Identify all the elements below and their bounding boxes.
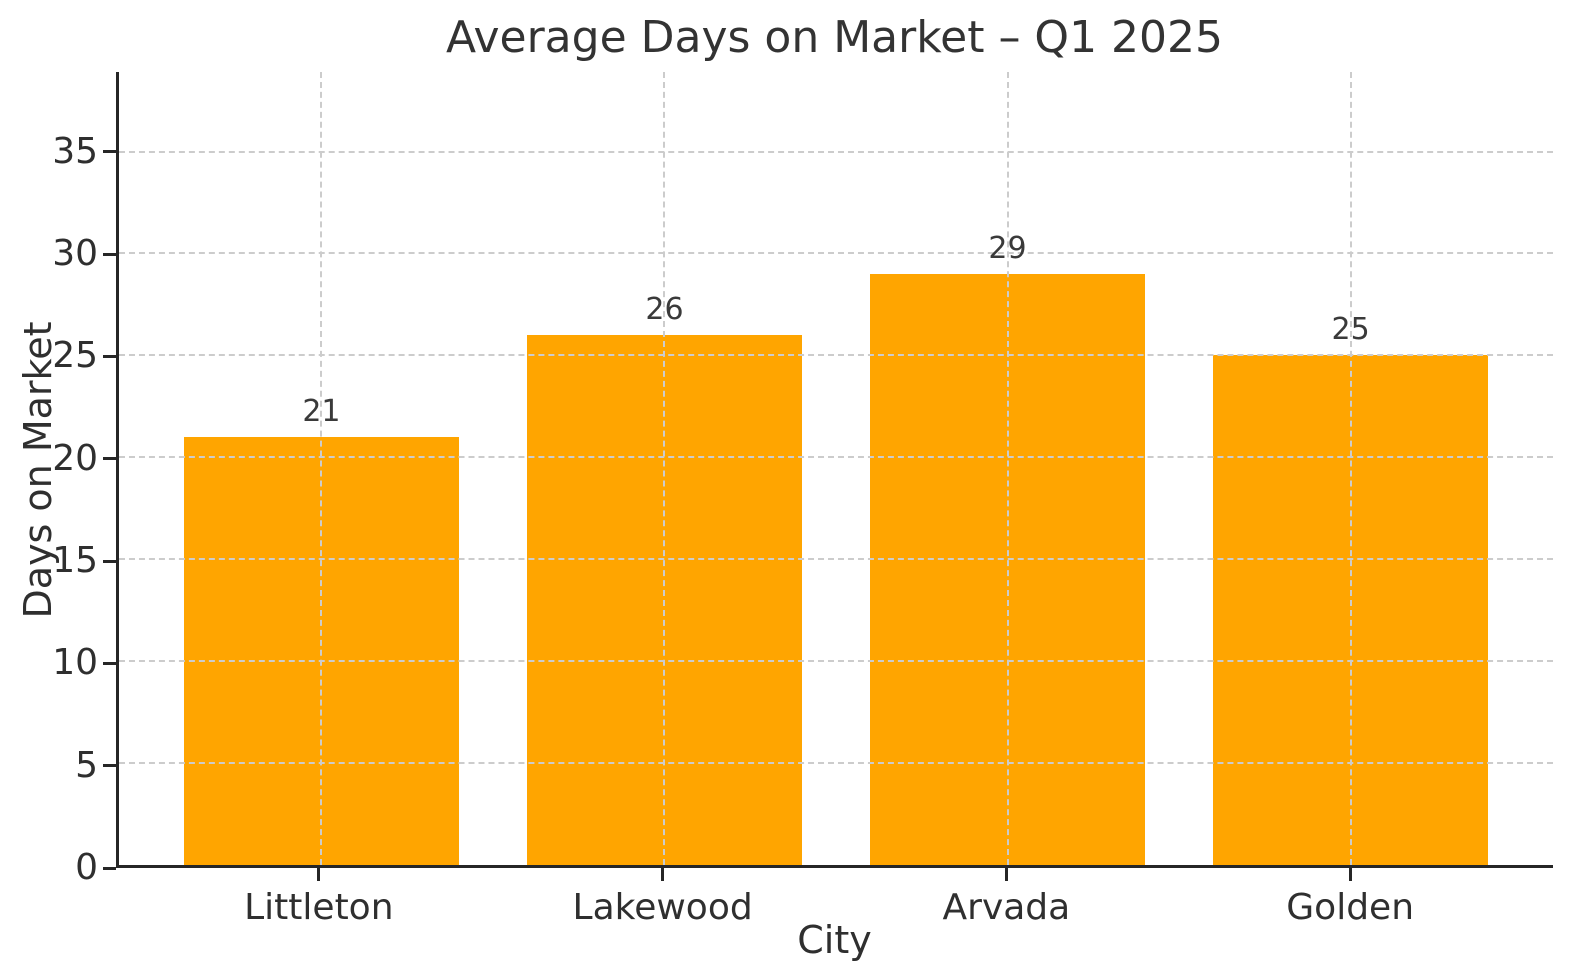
x-tick-mark xyxy=(317,868,321,881)
bar-value-label: 29 xyxy=(988,230,1027,266)
h-gridline-35 xyxy=(119,150,1553,153)
v-gridline-littleton xyxy=(320,72,323,865)
h-gridline-15 xyxy=(119,558,1553,561)
y-tick-label: 15 xyxy=(52,540,98,582)
plot-area: 21 26 29 25 xyxy=(116,72,1553,868)
h-gridline-5 xyxy=(119,762,1553,765)
y-tick-label: 35 xyxy=(52,130,98,172)
x-tick-label-littleton: Littleton xyxy=(244,887,394,928)
x-tick-label-arvada: Arvada xyxy=(942,887,1071,928)
v-gridline-lakewood xyxy=(663,72,666,865)
y-tick-mark xyxy=(103,457,116,461)
y-tick-mark xyxy=(103,764,116,768)
y-tick-label: 25 xyxy=(52,335,98,377)
h-gridline-20 xyxy=(119,456,1553,459)
h-gridline-30 xyxy=(119,252,1553,255)
h-gridline-10 xyxy=(119,660,1553,663)
x-tick-label-golden: Golden xyxy=(1286,887,1415,928)
y-tick-label: 5 xyxy=(75,744,98,786)
x-tick-label-lakewood: Lakewood xyxy=(572,887,753,928)
x-tick-mark xyxy=(1348,868,1352,881)
h-gridline-25 xyxy=(119,354,1553,357)
y-tick-label: 10 xyxy=(52,642,98,684)
bar-value-label: 21 xyxy=(302,393,341,429)
bar-value-label: 25 xyxy=(1331,312,1370,348)
y-tick-mark xyxy=(103,150,116,154)
v-gridline-golden xyxy=(1349,72,1352,865)
x-axis-label: City xyxy=(797,918,872,962)
y-tick-mark xyxy=(103,354,116,358)
y-tick-mark xyxy=(103,559,116,563)
v-gridline-arvada xyxy=(1006,72,1009,865)
x-tick-mark xyxy=(661,868,665,881)
bar-value-label: 26 xyxy=(645,291,684,327)
y-tick-mark xyxy=(103,252,116,256)
y-tick-label: 30 xyxy=(52,233,98,275)
y-tick-mark xyxy=(103,661,116,665)
y-tick-label: 0 xyxy=(75,847,98,888)
y-tick-label: 20 xyxy=(52,437,98,479)
y-tick-mark xyxy=(103,866,116,870)
x-tick-mark xyxy=(1004,868,1008,881)
chart-title: Average Days on Market – Q1 2025 xyxy=(445,12,1224,63)
